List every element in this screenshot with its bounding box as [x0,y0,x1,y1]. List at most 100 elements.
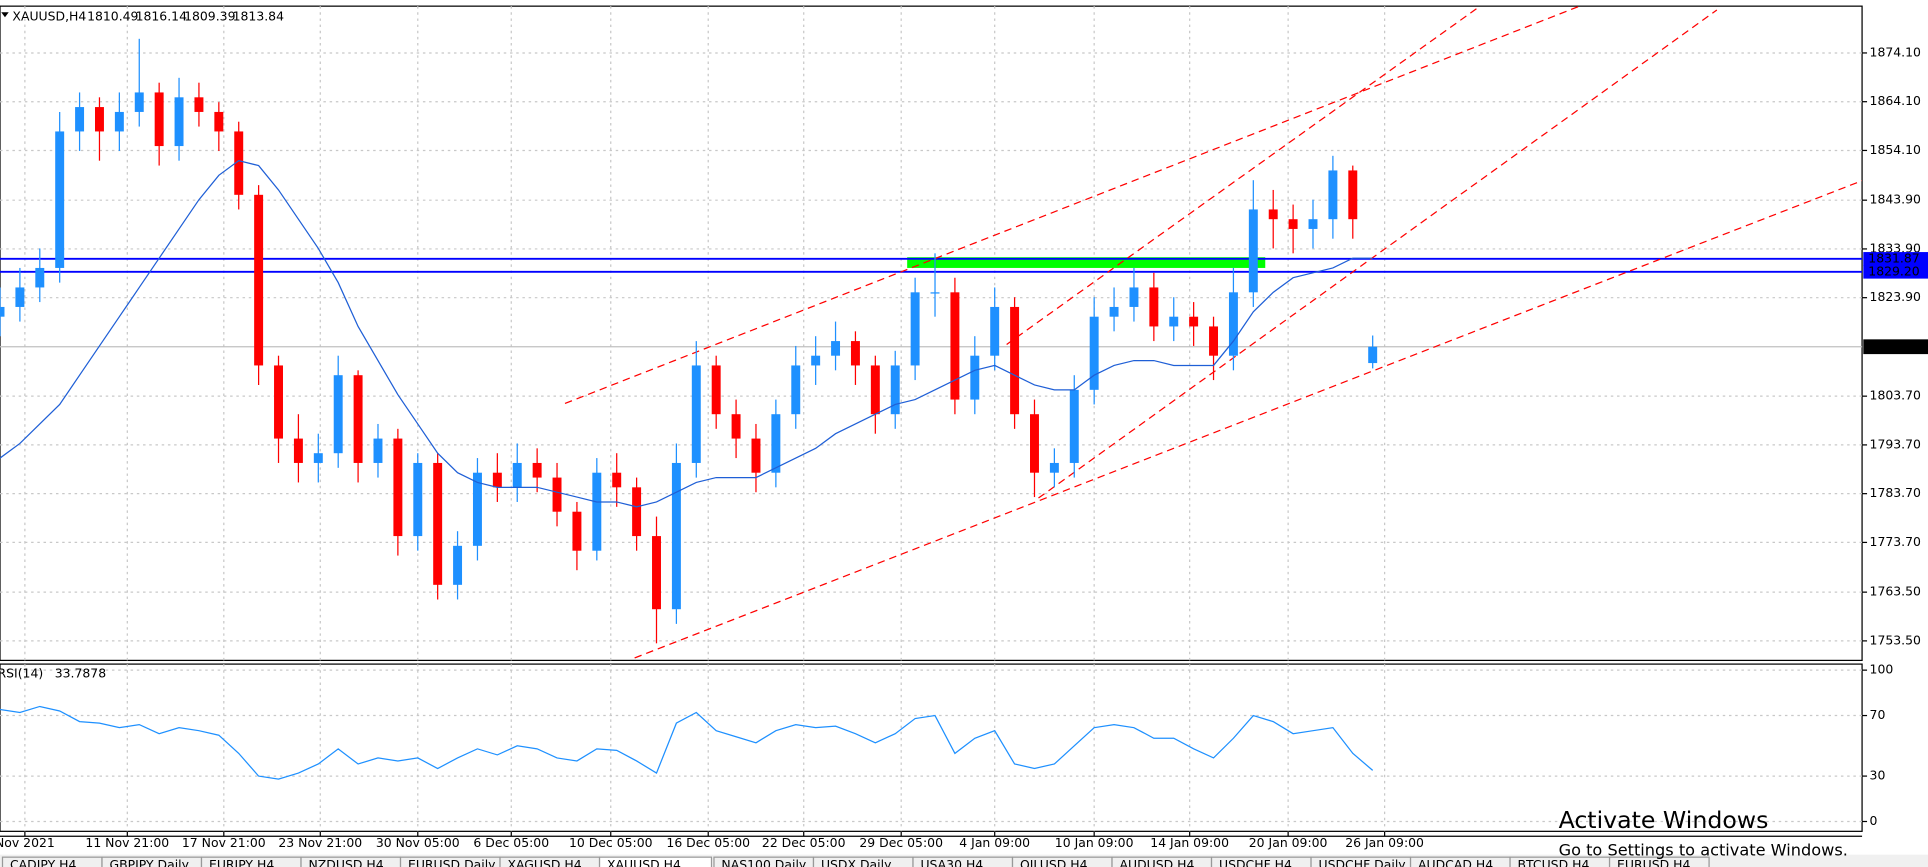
candle-body [1149,287,1159,327]
candle-body [0,306,5,317]
y-tick-label: 0 [1870,814,1878,828]
x-tick-label: 20 Jan 09:00 [1249,836,1328,850]
tabs: CADJPY,H4 GBPJPY,Daily EURJPY,H4 NZDUSD,H4 E… [1,856,1710,867]
candle-body [114,111,124,132]
tab-label[interactable]: GBPJPY,Daily [109,858,189,867]
candle-body [15,287,25,307]
candle-body [612,472,622,488]
candle-body [472,472,482,546]
candle-body [1109,306,1119,317]
x-tick-label: 30 Nov 05:00 [376,836,460,850]
y-tick-label: 1783.70 [1870,486,1922,500]
candle-body [1228,292,1238,356]
bid-label: 1813.84 [1868,339,1920,353]
candle-body [1268,209,1278,220]
candle-body [333,375,343,454]
x-tick-label: 6 Dec 05:00 [473,836,549,850]
candle-body [1368,346,1378,364]
y-tick-label: 1793.70 [1870,437,1922,451]
x-tick-label: 17 Nov 21:00 [182,836,266,850]
candle-body [35,267,45,288]
candle-body [1348,170,1358,220]
candle-body [930,292,940,294]
moving-average [0,160,1373,508]
rsi-line [0,705,1374,780]
candle-body [910,292,920,366]
candle-body [134,92,144,112]
tab-label[interactable]: AUDCAD,H4 [1418,858,1493,867]
candle-body [433,462,443,585]
candle-body [1209,326,1219,356]
y-tick-label: 1854.10 [1870,143,1922,157]
y-tick-label: 1864.10 [1870,94,1922,108]
tab-label[interactable]: USDCHF,Daily [1319,858,1406,867]
x-tick-label: 23 Nov 21:00 [278,836,362,850]
tab-label[interactable]: XAUUSD,H4 [607,858,681,867]
candle-body [711,365,721,415]
candle-body [453,545,463,585]
candle-body [274,365,283,439]
tab-label[interactable]: BTCUSD,H4 [1518,858,1590,867]
candle-body [1288,219,1298,229]
tab-label[interactable]: USDX,Daily [821,858,891,867]
level-label: 1829.20 [1868,264,1920,278]
x-tick-label: 4 Jan 09:00 [959,836,1030,850]
x-tick-label: Nov 2021 [0,836,55,850]
tab-label[interactable]: NAS100,Daily [721,858,806,867]
tab[interactable] [1608,856,1710,867]
tab-label[interactable]: USA30,H4 [920,858,983,867]
ohlc-high: 1816.14 [136,10,188,24]
candle-body [1248,209,1258,293]
watermark-subtitle: Go to Settings to activate Windows. [1559,841,1848,860]
candle-body [55,131,65,268]
candle-body [512,462,522,488]
tab-label[interactable]: EURJPY,H4 [209,858,274,867]
rsi-value: 33.7878 [55,666,107,680]
y-tick-label: 1874.10 [1870,45,1922,59]
x-tick-label: 10 Dec 05:00 [569,836,653,850]
y-tick-label: 1833.90 [1870,241,1922,255]
candle-body [293,438,303,463]
candle-body [552,477,562,512]
tab-label[interactable]: USDCHF,H4 [1219,858,1292,867]
candle-body [492,472,502,488]
candle-body [94,107,104,132]
candle-body [1129,287,1139,307]
candle-body [532,462,542,478]
y-tick-label: 1753.50 [1870,633,1922,647]
tab-label[interactable]: NZDUSD,H4 [308,858,383,867]
ohlc-close: 1813.84 [233,10,285,24]
y-tick-label: 1763.50 [1870,585,1922,599]
level-label-box [1863,265,1928,279]
tab[interactable] [598,856,713,867]
y-tick-label: 1803.70 [1870,389,1922,403]
rsi-name: RSI(14) [0,666,43,680]
candle-body [850,341,860,366]
candle-body [831,341,841,356]
y-tick-label: 100 [1870,663,1894,677]
candle-body [373,438,383,463]
x-tick-label: 16 Dec 05:00 [666,836,750,850]
tab-label[interactable]: EURUSD,Daily [408,858,496,867]
level-label-box [1863,252,1928,266]
y-tick-label: 1773.70 [1870,535,1922,549]
x-tick-label: 26 Jan 09:00 [1345,836,1424,850]
tab-label[interactable]: CADJPY,H4 [10,858,77,867]
candle-body [870,365,880,415]
plot-layer: 1874.10 1864.10 1854.10 1843.90 1833.90 1823.… [0,6,1928,850]
candle-body [691,365,701,463]
tab-label[interactable]: EURUSD,H4 [1617,858,1690,867]
x-tick-label: 22 Dec 05:00 [762,836,846,850]
x-tick-label: 14 Jan 09:00 [1150,836,1229,850]
candle-body [1069,389,1079,463]
y-tick-label: 1843.90 [1870,193,1922,207]
candle-body [234,131,244,195]
tab-label[interactable]: XAGUSD,H4 [507,858,581,867]
tab-label[interactable]: OILUSD,H4 [1020,858,1088,867]
candle-body [811,355,821,366]
candle-body [970,355,980,400]
candle-body [632,487,642,537]
candle-body [313,453,323,463]
tab-label[interactable]: AUDUSD,H4 [1119,858,1194,867]
